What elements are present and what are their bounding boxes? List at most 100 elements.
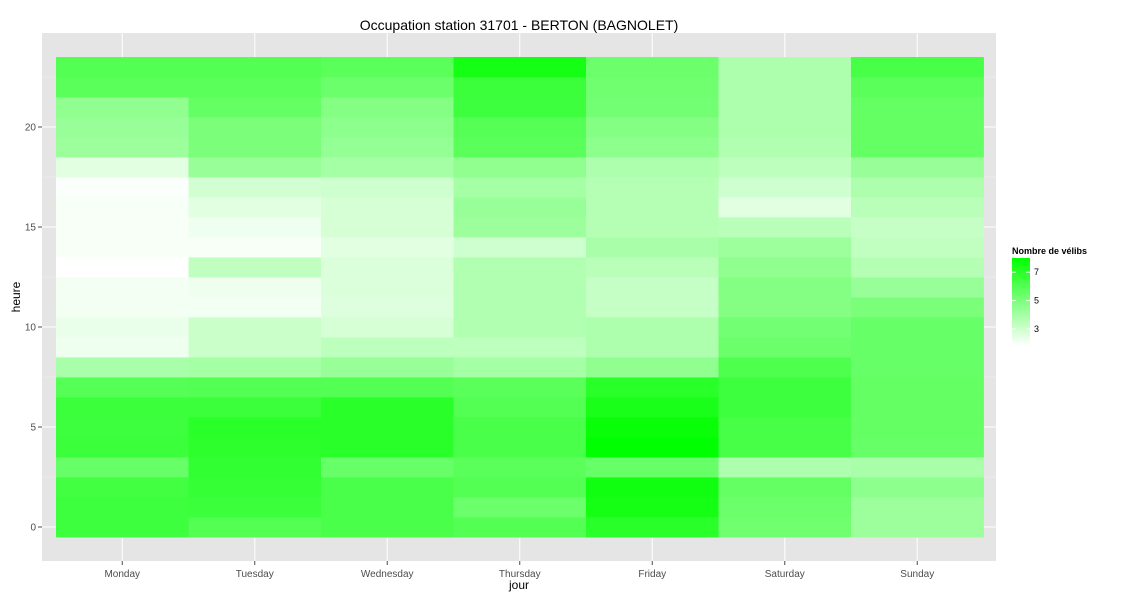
heatmap-cell	[586, 417, 719, 438]
y-tick-label: 15	[25, 223, 37, 234]
heatmap-cell	[56, 217, 189, 238]
heatmap-cell	[718, 317, 852, 338]
heatmap-cell	[718, 257, 852, 278]
heatmap-cell	[718, 357, 852, 378]
heatmap-cell	[321, 377, 454, 398]
heatmap-cell	[851, 517, 984, 538]
heatmap-cell	[718, 137, 852, 158]
heatmap-cell	[56, 317, 189, 338]
heatmap-cell	[188, 517, 322, 538]
heatmap-cell	[321, 457, 454, 478]
heatmap-cell	[56, 397, 189, 418]
heatmap-cell	[851, 197, 984, 218]
heatmap-cell	[188, 137, 322, 158]
heatmap-cell	[851, 217, 984, 238]
heatmap-cell	[321, 197, 454, 218]
heatmap-cell	[453, 197, 587, 218]
heatmap-cell	[453, 337, 587, 358]
heatmap-cell	[851, 277, 984, 298]
heatmap-cell	[851, 317, 984, 338]
heatmap-cell	[851, 237, 984, 258]
heatmap-cell	[188, 197, 322, 218]
heatmap-cell	[188, 357, 322, 378]
heatmap-cell	[851, 117, 984, 138]
heatmap-cell	[453, 457, 587, 478]
heatmap-cell	[851, 377, 984, 398]
heatmap-cells	[56, 57, 984, 538]
x-tick-label: Monday	[104, 569, 140, 580]
x-axis-title: jour	[508, 578, 529, 592]
heatmap-cell	[56, 257, 189, 278]
heatmap-cell	[56, 97, 189, 118]
heatmap-cell	[851, 477, 984, 498]
heatmap-cell	[188, 457, 322, 478]
heatmap-cell	[453, 357, 587, 378]
heatmap-cell	[188, 257, 322, 278]
heatmap-cell	[453, 297, 587, 318]
heatmap-cell	[586, 237, 719, 258]
heatmap-cell	[718, 417, 852, 438]
heatmap-cell	[718, 377, 852, 398]
legend-title: Nombre de vélibs	[1012, 246, 1087, 256]
heatmap-cell	[718, 397, 852, 418]
x-tick-label: Tuesday	[236, 569, 274, 580]
heatmap-cell	[586, 397, 719, 418]
heatmap-cell	[188, 277, 322, 298]
heatmap-cell	[586, 477, 719, 498]
heatmap-cell	[56, 457, 189, 478]
heatmap-cell	[586, 457, 719, 478]
heatmap-cell	[453, 257, 587, 278]
heatmap-cell	[453, 277, 587, 298]
heatmap-cell	[851, 77, 984, 98]
y-tick-label: 10	[25, 323, 37, 334]
heatmap-cell	[56, 157, 189, 178]
heatmap-cell	[321, 437, 454, 458]
heatmap-cell	[851, 137, 984, 158]
heatmap-cell	[453, 397, 587, 418]
heatmap-cell	[321, 137, 454, 158]
heatmap-cell	[718, 57, 852, 78]
heatmap-cell	[586, 257, 719, 278]
heatmap-cell	[453, 317, 587, 338]
heatmap-cell	[453, 117, 587, 138]
heatmap-cell	[586, 437, 719, 458]
heatmap-cell	[321, 77, 454, 98]
heatmap-cell	[453, 237, 587, 258]
heatmap-cell	[851, 337, 984, 358]
legend-colorbar	[1012, 258, 1030, 346]
heatmap-cell	[718, 97, 852, 118]
heatmap-cell	[586, 117, 719, 138]
heatmap-cell	[321, 317, 454, 338]
heatmap-cell	[321, 217, 454, 238]
heatmap-cell	[851, 177, 984, 198]
heatmap-cell	[586, 97, 719, 118]
heatmap-cell	[188, 317, 322, 338]
heatmap-cell	[56, 57, 189, 78]
heatmap-cell	[188, 117, 322, 138]
heatmap-cell	[321, 397, 454, 418]
heatmap-cell	[56, 297, 189, 318]
heatmap-cell	[453, 517, 587, 538]
heatmap-cell	[453, 437, 587, 458]
heatmap-cell	[188, 437, 322, 458]
y-axis-title: heure	[9, 281, 23, 312]
heatmap-cell	[851, 257, 984, 278]
heatmap-cell	[586, 77, 719, 98]
heatmap-cell	[188, 397, 322, 418]
heatmap-cell	[453, 217, 587, 238]
y-tick-label: 0	[30, 523, 36, 534]
y-tick-label: 5	[30, 423, 36, 434]
heatmap-cell	[851, 297, 984, 318]
heatmap-cell	[56, 497, 189, 518]
heatmap-cell	[453, 157, 587, 178]
heatmap-cell	[586, 517, 719, 538]
heatmap-cell	[851, 397, 984, 418]
heatmap-cell	[321, 517, 454, 538]
heatmap-cell	[188, 97, 322, 118]
heatmap-cell	[188, 497, 322, 518]
heatmap-cell	[56, 277, 189, 298]
legend-tick-label: 5	[1034, 296, 1039, 306]
legend-tick-label: 3	[1034, 324, 1039, 334]
heatmap-cell	[56, 437, 189, 458]
